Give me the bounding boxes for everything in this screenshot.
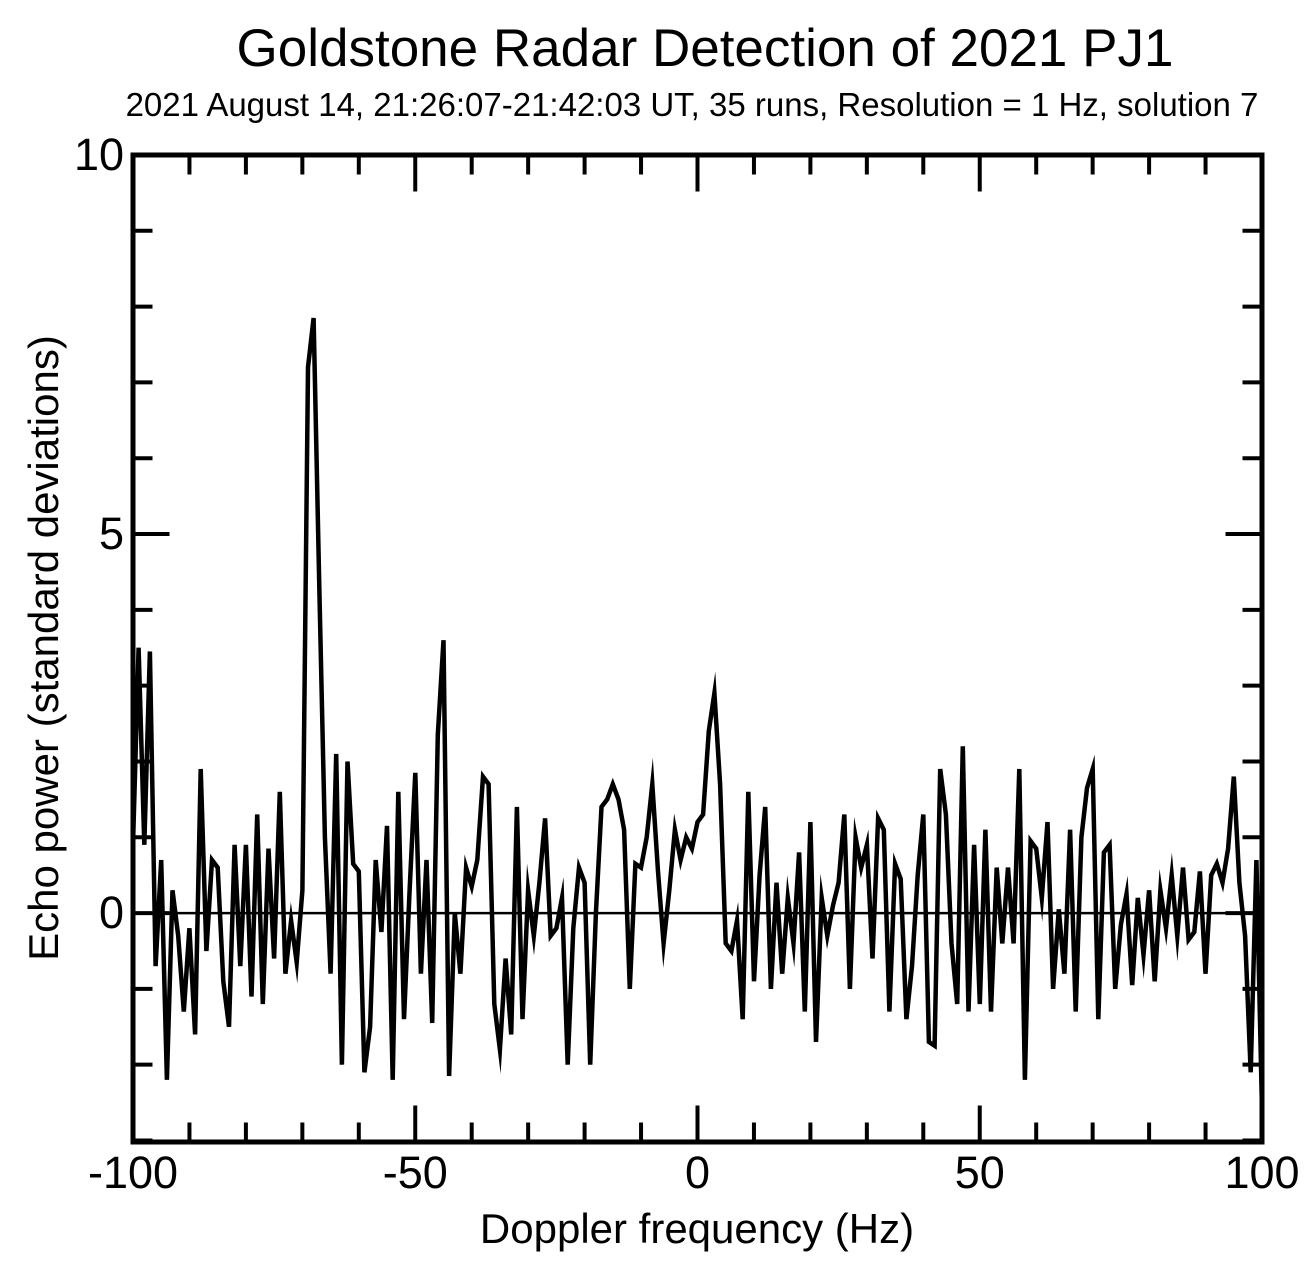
x-tick-label: 100 (1224, 1147, 1299, 1198)
chart-title: Goldstone Radar Detection of 2021 PJ1 (236, 19, 1174, 78)
x-tick-label: 50 (955, 1147, 1005, 1198)
x-tick-label: 0 (685, 1147, 710, 1198)
y-tick-label: 0 (99, 887, 124, 938)
spectrum-line (130, 317, 1265, 1111)
x-tick-label: -50 (383, 1147, 448, 1198)
y-tick-label: 10 (74, 129, 124, 180)
axis-ticks (131, 153, 1264, 1143)
y-tick-label: 5 (99, 508, 124, 559)
tick-labels: -100 -50 0 50 100 0 5 10 (74, 129, 1300, 1198)
plot-frame (130, 152, 1265, 1145)
x-tick-label: -100 (88, 1147, 178, 1198)
x-axis-label: Doppler frequency (Hz) (479, 1205, 915, 1252)
chart-subtitle: 2021 August 14, 21:26:07-21:42:03 UT, 35… (125, 86, 1259, 123)
